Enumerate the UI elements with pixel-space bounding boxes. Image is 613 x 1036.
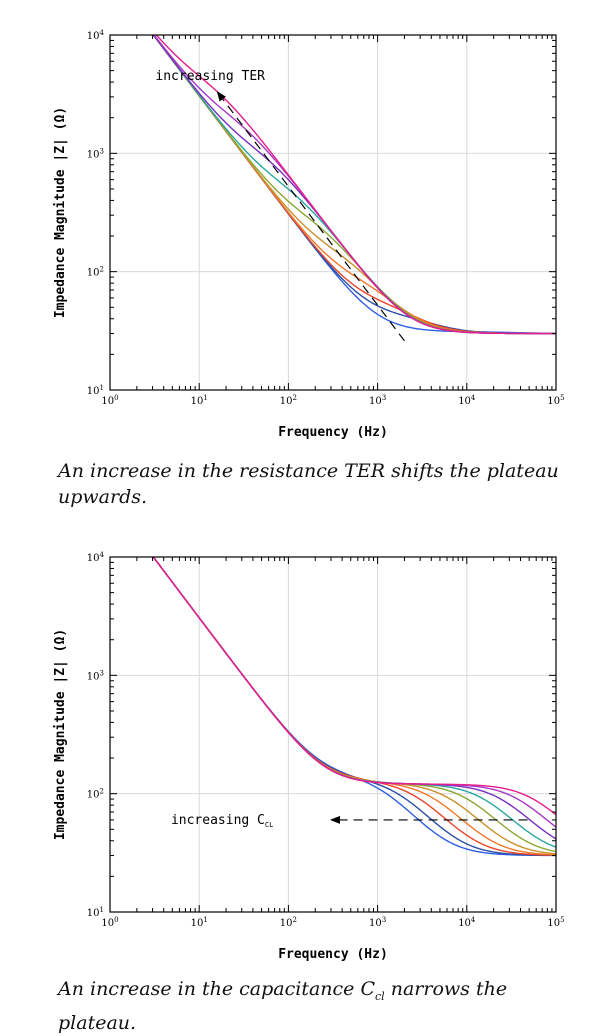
curves xyxy=(152,557,556,857)
x-tick-label: 105 xyxy=(547,394,564,407)
series-line-2 xyxy=(152,35,556,335)
series-line-3 xyxy=(152,557,556,856)
x-tick-label: 102 xyxy=(280,916,297,929)
ticks xyxy=(109,35,556,391)
annotation-arrow xyxy=(216,91,405,342)
caption-ter-text: An increase in the resistance TER shifts… xyxy=(58,460,559,508)
x-tick-label: 101 xyxy=(191,394,208,407)
grid xyxy=(110,35,556,390)
series-line-7 xyxy=(152,35,556,335)
caption-ccl: An increase in the capacitance Ccl narro… xyxy=(58,976,578,1036)
curves xyxy=(152,35,556,335)
x-tick-label: 101 xyxy=(191,916,208,929)
y-tick-label: 104 xyxy=(87,551,105,564)
x-tick-label: 100 xyxy=(101,916,118,929)
y-tick-label: 102 xyxy=(87,266,104,279)
x-tick-label: 104 xyxy=(458,916,476,929)
figure-ccl: 100 101 102 103 104 105 101 102 103 104 Frequency … xyxy=(0,512,613,1034)
chart-ter: 100 101 102 103 104 105101102103104Frequency … xyxy=(53,29,565,440)
x-tick-label: 104 xyxy=(458,394,476,407)
series-line-4 xyxy=(152,35,556,335)
x-tick-label: 103 xyxy=(369,394,386,407)
y-axis-label: Impedance Magnitude |Z| (Ω) xyxy=(53,107,68,318)
annotation-label: increasing TER xyxy=(155,69,265,84)
x-tick-label: 103 xyxy=(369,916,386,929)
series-line-4 xyxy=(152,557,556,856)
series-line-7 xyxy=(152,557,556,848)
grid xyxy=(110,557,556,912)
series-line-8 xyxy=(152,35,556,335)
series-line-10 xyxy=(152,557,556,816)
series-line-9 xyxy=(152,557,556,828)
x-axis-label: Frequency (Hz) xyxy=(278,947,388,962)
y-tick-label: 103 xyxy=(87,669,104,682)
caption-ccl-subscript: cl xyxy=(375,989,385,1003)
chart-ccl: 100 101 102 103 104 105101102103104Frequency … xyxy=(53,551,565,962)
series-line-1 xyxy=(152,557,556,857)
x-tick-label: 100 xyxy=(101,394,118,407)
caption-ccl-text: An increase in the capacitance C xyxy=(58,978,375,1000)
series-line-6 xyxy=(152,557,556,853)
y-tick-label: 101 xyxy=(87,384,104,397)
ticks xyxy=(109,557,556,913)
series-line-1 xyxy=(152,35,556,335)
series-line-9 xyxy=(153,35,556,335)
series-line-2 xyxy=(152,557,556,857)
y-tick-label: 102 xyxy=(87,788,104,801)
y-tick-label: 103 xyxy=(87,147,104,160)
caption-ter: An increase in the resistance TER shifts… xyxy=(58,458,578,510)
series-line-3 xyxy=(152,35,556,335)
figure-ter: 100 101 102 103 104 105 101 102 103 104 Frequency … xyxy=(0,0,613,512)
y-tick-label: 101 xyxy=(87,906,104,919)
annotation-label: increasing CCL xyxy=(171,813,273,829)
series-line-5 xyxy=(152,35,556,335)
y-axis-label: Impedance Magnitude |Z| (Ω) xyxy=(53,629,68,840)
x-tick-label: 105 xyxy=(547,916,564,929)
x-tick-label: 102 xyxy=(280,394,297,407)
x-axis-label: Frequency (Hz) xyxy=(278,425,388,440)
plot-frame xyxy=(109,34,557,391)
y-tick-label: 104 xyxy=(87,29,105,42)
series-line-6 xyxy=(152,35,556,335)
plot-frame xyxy=(109,556,557,913)
series-line-10 xyxy=(155,35,556,335)
